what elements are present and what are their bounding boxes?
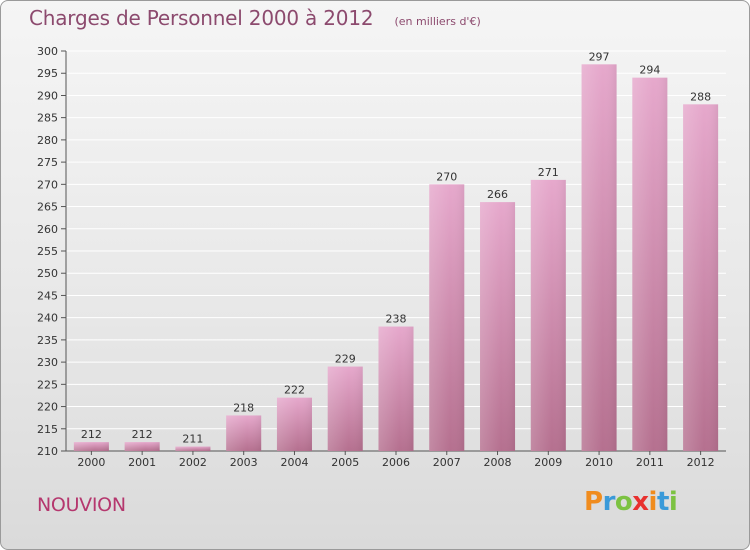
bar-shade xyxy=(73,442,109,451)
bar-shade xyxy=(327,366,363,451)
title-row: Charges de Personnel 2000 à 2012 (en mil… xyxy=(29,6,481,30)
bar-shade xyxy=(480,202,516,451)
x-tick-label: 2001 xyxy=(128,456,156,469)
y-tick-label: 255 xyxy=(37,245,58,258)
chart-subtitle: (en milliers d'€) xyxy=(394,15,481,28)
bar-shade xyxy=(683,104,719,451)
data-label: 297 xyxy=(589,50,610,63)
y-tick-label: 260 xyxy=(37,223,58,236)
data-label: 270 xyxy=(436,170,457,183)
bar-shade xyxy=(276,397,312,451)
x-tick-label: 2006 xyxy=(382,456,410,469)
x-tick-label: 2011 xyxy=(636,456,664,469)
x-tick-label: 2010 xyxy=(585,456,613,469)
data-label: 218 xyxy=(233,401,254,414)
y-tick-label: 290 xyxy=(37,89,58,102)
y-tick-label: 245 xyxy=(37,289,58,302)
x-tick-label: 2008 xyxy=(484,456,512,469)
bar-shade xyxy=(226,415,262,451)
bar-shade xyxy=(175,446,211,451)
logo-letter: t xyxy=(656,487,669,517)
bar-shade xyxy=(530,179,566,451)
logo-letter: o xyxy=(614,487,633,517)
x-tick-label: 2004 xyxy=(280,456,308,469)
y-tick-label: 280 xyxy=(37,134,58,147)
logo-letter: i xyxy=(648,487,658,517)
bar-shade xyxy=(429,184,465,452)
x-tick-label: 2012 xyxy=(687,456,715,469)
data-label: 229 xyxy=(335,353,356,366)
data-label: 212 xyxy=(81,428,102,441)
x-tick-label: 2002 xyxy=(179,456,207,469)
data-label: 212 xyxy=(132,428,153,441)
y-tick-label: 240 xyxy=(37,312,58,325)
data-label: 288 xyxy=(690,90,711,103)
data-label: 271 xyxy=(538,166,559,179)
data-label: 211 xyxy=(182,433,203,446)
logo-letter: r xyxy=(602,487,616,517)
y-tick-label: 285 xyxy=(37,112,58,125)
y-tick-label: 270 xyxy=(37,178,58,191)
y-tick-label: 275 xyxy=(37,156,58,169)
axes: 2102152202252302352402452502552602652702… xyxy=(37,45,726,469)
x-tick-label: 2000 xyxy=(77,456,105,469)
x-tick-label: 2009 xyxy=(534,456,562,469)
y-tick-label: 235 xyxy=(37,334,58,347)
y-tick-label: 215 xyxy=(37,423,58,436)
logo-letter: P xyxy=(584,487,603,517)
data-label: 266 xyxy=(487,188,508,201)
bars xyxy=(73,64,719,452)
data-label: 238 xyxy=(386,313,407,326)
y-tick-label: 210 xyxy=(37,445,58,458)
y-tick-label: 230 xyxy=(37,356,58,369)
bar-shade xyxy=(632,77,668,452)
proxiti-logo[interactable]: Proxiti xyxy=(584,487,678,517)
logo-letter: i xyxy=(668,487,678,517)
y-tick-label: 300 xyxy=(37,45,58,58)
y-tick-label: 220 xyxy=(37,401,58,414)
place-name: NOUVION xyxy=(37,494,126,516)
y-tick-label: 225 xyxy=(37,378,58,391)
bar-shade xyxy=(378,326,414,451)
x-tick-label: 2005 xyxy=(331,456,359,469)
y-tick-label: 295 xyxy=(37,67,58,80)
data-label: 222 xyxy=(284,384,305,397)
data-label: 294 xyxy=(639,64,660,77)
x-tick-label: 2007 xyxy=(433,456,461,469)
x-tick-label: 2003 xyxy=(230,456,258,469)
logo-letter: x xyxy=(632,487,649,517)
data-labels: 212 212 211 218 222 229 238 270 266 271 297 294 288 xyxy=(81,50,711,445)
bar-shade xyxy=(581,64,617,452)
y-tick-label: 265 xyxy=(37,201,58,214)
bar-shade xyxy=(124,442,160,451)
y-tick-label: 250 xyxy=(37,267,58,280)
chart-title: Charges de Personnel 2000 à 2012 xyxy=(29,6,374,30)
